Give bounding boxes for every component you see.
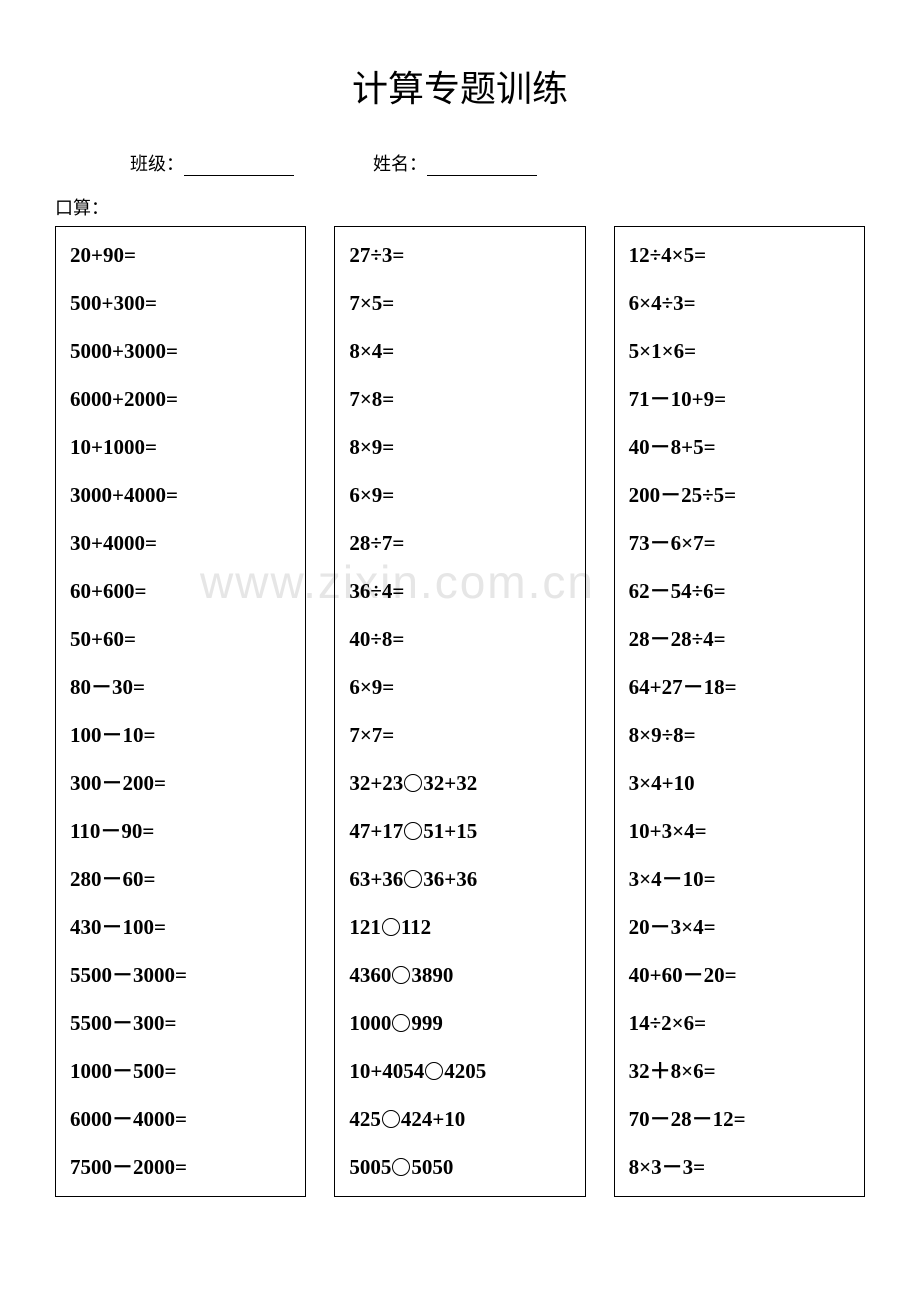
problem-item: 8×4=: [349, 341, 570, 362]
problem-item: 32+2332+32: [349, 773, 570, 794]
problem-item: 36÷4=: [349, 581, 570, 602]
problem-item: 10+40544205: [349, 1061, 570, 1082]
problem-item: 47+1751+15: [349, 821, 570, 842]
problem-item: 6×9=: [349, 485, 570, 506]
problem-item: 20－3×4=: [629, 917, 850, 938]
problem-item: 1000－500=: [70, 1061, 291, 1082]
problem-item: 70－28－12=: [629, 1109, 850, 1130]
problem-item: 110－90=: [70, 821, 291, 842]
problem-item: 10+3×4=: [629, 821, 850, 842]
problem-item: 280－60=: [70, 869, 291, 890]
problem-item: 6000+2000=: [70, 389, 291, 410]
problem-item: 40+60－20=: [629, 965, 850, 986]
problem-item: 1000999: [349, 1013, 570, 1034]
problem-item: 7×5=: [349, 293, 570, 314]
problem-item: 8×3－3=: [629, 1157, 850, 1178]
problem-item: 32＋8×6=: [629, 1061, 850, 1082]
problem-item: 5×1×6=: [629, 341, 850, 362]
comparison-circle-icon: [404, 822, 422, 840]
problem-item: 6×9=: [349, 677, 570, 698]
class-label: 班级：: [130, 150, 184, 176]
problem-item: 8×9÷8=: [629, 725, 850, 746]
page-title: 计算专题训练: [55, 60, 865, 112]
problem-item: 63+3636+36: [349, 869, 570, 890]
problem-item: 50+60=: [70, 629, 291, 650]
problem-item: 6×4÷3=: [629, 293, 850, 314]
problem-item: 27÷3=: [349, 245, 570, 266]
comparison-circle-icon: [404, 870, 422, 888]
problem-item: 50055050: [349, 1157, 570, 1178]
problem-item: 100－10=: [70, 725, 291, 746]
class-blank: [184, 158, 294, 176]
name-label: 姓名：: [373, 150, 427, 176]
section-label: 口算：: [55, 194, 865, 220]
problem-item: 28－28÷4=: [629, 629, 850, 650]
problem-item: 7500－2000=: [70, 1157, 291, 1178]
comparison-circle-icon: [382, 1110, 400, 1128]
problem-item: 12÷4×5=: [629, 245, 850, 266]
problem-item: 8×9=: [349, 437, 570, 458]
problem-item: 5500－3000=: [70, 965, 291, 986]
problem-item: 80－30=: [70, 677, 291, 698]
problem-item: 62－54÷6=: [629, 581, 850, 602]
name-blank: [427, 158, 537, 176]
student-info-line: 班级： 姓名：: [130, 150, 865, 176]
problem-item: 6000－4000=: [70, 1109, 291, 1130]
problem-item: 7×7=: [349, 725, 570, 746]
problem-item: 121112: [349, 917, 570, 938]
problem-item: 43603890: [349, 965, 570, 986]
comparison-circle-icon: [404, 774, 422, 792]
problem-item: 5000+3000=: [70, 341, 291, 362]
problem-item: 425424+10: [349, 1109, 570, 1130]
problem-item: 40÷8=: [349, 629, 570, 650]
problem-item: 3×4－10=: [629, 869, 850, 890]
comparison-circle-icon: [425, 1062, 443, 1080]
problem-item: 500+300=: [70, 293, 291, 314]
problem-item: 71－10+9=: [629, 389, 850, 410]
problem-item: 64+27－18=: [629, 677, 850, 698]
comparison-circle-icon: [392, 1158, 410, 1176]
worksheet-columns: 20+90= 500+300= 5000+3000= 6000+2000= 10+100…: [55, 226, 865, 1197]
problem-item: 200－25÷5=: [629, 485, 850, 506]
problem-item: 73－6×7=: [629, 533, 850, 554]
comparison-circle-icon: [392, 966, 410, 984]
problem-item: 3×4+10: [629, 773, 850, 794]
comparison-circle-icon: [392, 1014, 410, 1032]
problem-item: 430－100=: [70, 917, 291, 938]
problem-item: 7×8=: [349, 389, 570, 410]
problem-item: 5500－300=: [70, 1013, 291, 1034]
problem-item: 60+600=: [70, 581, 291, 602]
column-1: 20+90= 500+300= 5000+3000= 6000+2000= 10+100…: [55, 226, 306, 1197]
problem-item: 40－8+5=: [629, 437, 850, 458]
column-2: 27÷3= 7×5= 8×4= 7×8= 8×9= 6×9= 28÷7= 36÷4= 40÷8=…: [334, 226, 585, 1197]
problem-item: 3000+4000=: [70, 485, 291, 506]
problem-item: 300－200=: [70, 773, 291, 794]
comparison-circle-icon: [382, 918, 400, 936]
problem-item: 14÷2×6=: [629, 1013, 850, 1034]
problem-item: 10+1000=: [70, 437, 291, 458]
problem-item: 20+90=: [70, 245, 291, 266]
column-3: 12÷4×5= 6×4÷3= 5×1×6= 71－10+9= 40－8+5= 200－25…: [614, 226, 865, 1197]
problem-item: 30+4000=: [70, 533, 291, 554]
problem-item: 28÷7=: [349, 533, 570, 554]
